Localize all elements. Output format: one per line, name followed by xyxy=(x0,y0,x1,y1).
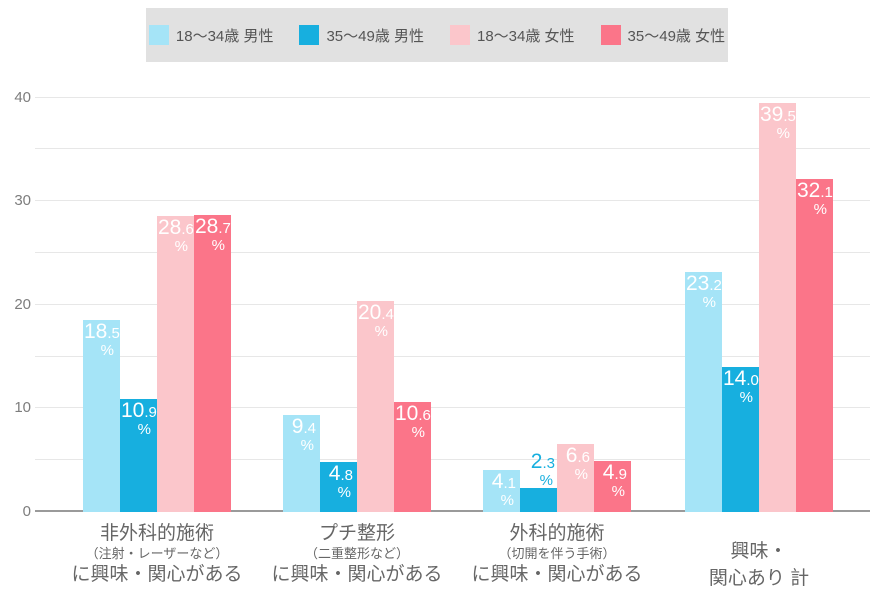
legend-swatch xyxy=(600,25,621,45)
bar-18〜34歳 男性: 23.2% xyxy=(685,271,722,512)
bar-35〜49歳 女性: 28.7% xyxy=(194,214,231,512)
grid-line xyxy=(35,252,870,253)
legend-item: 18〜34歳 女性 xyxy=(450,25,575,46)
x-category-label: 外科的施術 （切開を伴う手術） に興味・関心がある xyxy=(442,522,672,586)
bar-35〜49歳 女性: 10.6% xyxy=(394,402,431,512)
bar-35〜49歳 男性: 2.3% xyxy=(520,451,557,512)
x-category-label-line: （切開を伴う手術） xyxy=(498,546,616,561)
x-category-label-line: （二重整形など） xyxy=(304,546,409,561)
plot-area: 18.5% 10.9% 28.6% 28.7% 9.4% 4.8% 20.4% 10.6% 4.… xyxy=(35,92,870,512)
legend-item: 35〜49歳 女性 xyxy=(600,25,726,46)
x-category-label-line: 関心あり 計 xyxy=(708,568,810,589)
y-tick-label: 40 xyxy=(14,88,31,106)
bar-value-label: 9.4% xyxy=(291,414,316,454)
bar-35〜49歳 男性: 10.9% xyxy=(120,399,157,512)
bar-18〜34歳 男性: 18.5% xyxy=(83,320,120,512)
bar-value-label: 18.5% xyxy=(84,320,120,360)
bar-value-label: 4.1% xyxy=(491,469,516,509)
legend-label: 18〜34歳 男性 xyxy=(175,27,274,45)
bar-35〜49歳 女性: 32.1% xyxy=(796,179,833,512)
x-category-label-line: （注射・レーザーなど） xyxy=(85,546,229,561)
bar-value-label: 6.6% xyxy=(565,443,590,483)
x-category-label-line: プチ整形 xyxy=(318,523,395,544)
x-category-label: プチ整形 （二重整形など） に興味・関心がある xyxy=(242,522,472,586)
bar-group: 9.4% 4.8% 20.4% 10.6% xyxy=(283,92,431,512)
bar-value-label: 4.8% xyxy=(328,462,353,502)
y-tick-label: 30 xyxy=(14,192,31,210)
bar-value-label: 10.6% xyxy=(395,402,431,442)
x-category-label-line: 興味・ xyxy=(730,541,788,562)
y-tick-label: 10 xyxy=(14,399,31,417)
grid-line xyxy=(35,148,870,150)
bar-value-label: 39.5% xyxy=(760,102,796,142)
bar-value-label: 20.4% xyxy=(358,300,394,340)
y-axis: 0 10 20 30 40 xyxy=(0,88,33,520)
bar-value-label: 2.3% xyxy=(530,450,555,490)
bar-value-label: 32.1% xyxy=(797,179,833,219)
legend-label: 18〜34歳 女性 xyxy=(477,27,575,45)
bar-18〜34歳 男性: 9.4% xyxy=(283,414,320,512)
x-category-label-line: に興味・関心がある xyxy=(271,564,443,585)
x-category-label-line: に興味・関心がある xyxy=(71,564,243,585)
bar-35〜49歳 男性: 4.8% xyxy=(320,462,357,512)
bar-group: 23.2% 14.0% 39.5% 32.1% xyxy=(685,92,833,512)
legend-label: 35〜49歳 男性 xyxy=(326,27,424,45)
grid-line xyxy=(35,355,870,357)
bar-18〜34歳 男性: 4.1% xyxy=(483,469,520,512)
bar-18〜34歳 女性: 39.5% xyxy=(759,102,796,512)
bar-18〜34歳 女性: 28.6% xyxy=(157,215,194,512)
grid-line xyxy=(35,303,870,305)
legend-swatch xyxy=(299,25,320,45)
legend-swatch xyxy=(450,25,470,45)
grid-line xyxy=(35,200,870,202)
bar-value-label: 10.9% xyxy=(121,399,157,439)
bar-value-label: 4.9% xyxy=(602,461,627,501)
grid-line xyxy=(35,96,870,98)
bar-value-label: 28.7% xyxy=(195,214,231,254)
legend-item: 18〜34歳 男性 xyxy=(148,25,274,46)
grid-line xyxy=(35,459,870,461)
x-category-label-line: 非外科的施術 xyxy=(99,523,214,544)
legend-label: 35〜49歳 女性 xyxy=(627,27,726,45)
bar-group: 18.5% 10.9% 28.6% 28.7% xyxy=(83,92,231,512)
bar-35〜49歳 女性: 4.9% xyxy=(594,461,631,512)
bar-value-label: 28.6% xyxy=(158,215,194,255)
bar-group: 4.1% 2.3% 6.6% 4.9% xyxy=(483,92,631,512)
y-tick-label: 0 xyxy=(22,503,31,520)
bar-value-label: 14.0% xyxy=(723,366,759,406)
bar-18〜34歳 女性: 6.6% xyxy=(557,443,594,512)
y-tick-label: 20 xyxy=(14,295,31,313)
x-category-label-line: 外科的施術 xyxy=(509,523,605,544)
x-category-label: 非外科的施術 （注射・レーザーなど） に興味・関心がある xyxy=(42,522,272,586)
x-axis-line xyxy=(35,510,870,512)
legend-swatch xyxy=(148,25,169,45)
bar-value-label: 23.2% xyxy=(686,271,722,311)
bar-35〜49歳 男性: 14.0% xyxy=(722,366,759,512)
grid-line xyxy=(35,407,870,409)
legend-item: 35〜49歳 男性 xyxy=(299,25,424,46)
bar-18〜34歳 女性: 20.4% xyxy=(357,300,394,512)
x-category-label-line: に興味・関心がある xyxy=(471,564,643,585)
x-category-label: 興味・ 関心あり 計 xyxy=(644,522,874,592)
chart-legend: 18〜34歳 男性 35〜49歳 男性 18〜34歳 女性 35〜49歳 女性 xyxy=(146,8,728,62)
